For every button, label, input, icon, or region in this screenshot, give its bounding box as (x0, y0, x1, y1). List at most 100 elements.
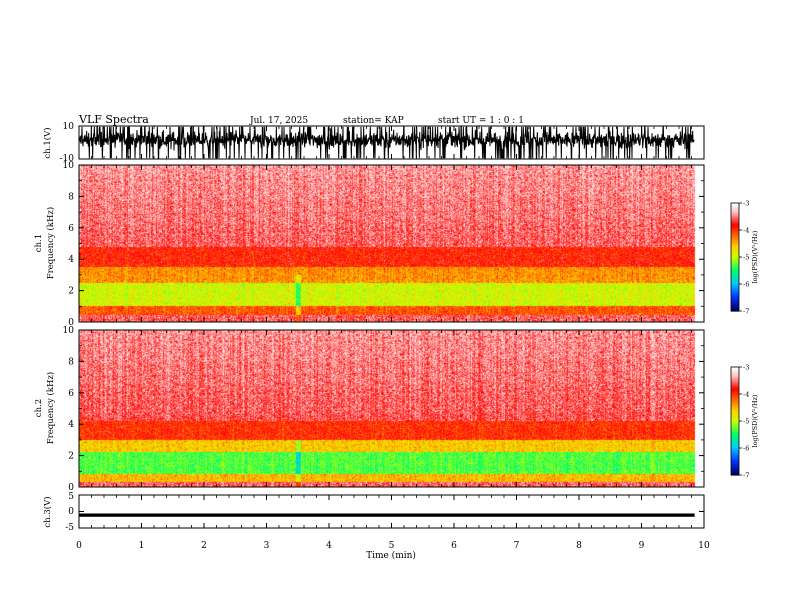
x-tick-label: 0 (76, 541, 82, 551)
colorbar-segment (731, 212, 739, 215)
colorbar-segment (731, 448, 739, 451)
colorbar-segment (731, 467, 739, 471)
ch2-spec-channel-label: ch.2 (34, 399, 44, 417)
ch3-ytick-bottom: -5 (65, 523, 74, 533)
colorbar-segment (731, 217, 739, 220)
x-tick-label: 5 (389, 541, 395, 551)
colorbar-segment (731, 289, 739, 292)
colorbar-segment (731, 401, 739, 404)
colorbar-segment (731, 426, 739, 429)
colorbar-segment (731, 276, 739, 280)
colorbar-segment (731, 260, 739, 263)
colorbar-segment (731, 231, 739, 235)
ch2-colorbar: -3 -4 -5 -6 -7 log(PSD)(V²/Hz) (730, 364, 759, 480)
colorbar-segment (731, 446, 739, 449)
colorbar-segment (731, 417, 739, 420)
colorbar-segment (731, 381, 739, 384)
colorbar-segment (731, 457, 739, 460)
colorbar-segment (731, 258, 739, 262)
colorbar-segment (731, 239, 739, 242)
colorbar-segment (731, 267, 739, 271)
ch1-spec-ylabel: Frequency (kHz) (45, 207, 56, 279)
colorbar-segment (731, 257, 739, 260)
colorbar-segment (731, 469, 739, 472)
y-tick-label: 2 (68, 287, 74, 297)
colorbar-segment (731, 244, 739, 247)
colorbar-segment (731, 464, 739, 467)
ch1-wave-ytick-top: 10 (63, 122, 75, 132)
colorbar-segment (731, 385, 739, 388)
colorbar-segment (731, 404, 739, 408)
colorbar-tick-label: -7 (743, 308, 749, 316)
ch2-spectrogram-image (79, 330, 704, 487)
date-label: Jul. 17, 2025 (249, 116, 308, 126)
x-tick-label: 8 (576, 541, 582, 551)
colorbar-segment (731, 462, 739, 465)
colorbar-segment (731, 282, 739, 285)
colorbar-segment (731, 300, 739, 303)
colorbar-segment (731, 271, 739, 274)
colorbar-segment (731, 285, 739, 289)
ch2-spec-ylabel: Frequency (kHz) (45, 372, 56, 444)
x-tick-label: 2 (201, 541, 207, 551)
colorbar-segment (731, 408, 739, 411)
colorbar-segment (731, 305, 739, 308)
colorbar-segment (731, 449, 739, 453)
colorbar-segment (731, 280, 739, 283)
colorbar-segment (731, 458, 739, 462)
colorbar-segment (731, 309, 739, 312)
colorbar-segment (731, 368, 739, 372)
colorbar-tick-label: -6 (743, 281, 749, 289)
colorbar-segment (731, 386, 739, 390)
colorbar-segment (731, 298, 739, 301)
y-tick-label: 0 (68, 483, 74, 493)
colorbar-segment (731, 233, 739, 236)
x-tick-label: 10 (698, 541, 710, 551)
colorbar-segment (731, 296, 739, 299)
ch1-spectrogram-panel: 0 2 4 6 8 10 ch.1 Frequency (kHz) (34, 161, 705, 328)
colorbar-segment (731, 460, 739, 463)
ch1-wave-ytick-bottom: -10 (60, 154, 75, 164)
colorbar-segment (731, 248, 739, 251)
colorbar-tick-label: -5 (743, 254, 749, 262)
colorbar-tick-label: -5 (743, 418, 749, 426)
x-tick-label: 4 (326, 541, 332, 551)
colorbar-segment (731, 266, 739, 269)
y-tick-label: 2 (68, 452, 74, 462)
x-tick-label: 7 (514, 541, 520, 551)
colorbar-segment (731, 435, 739, 438)
colorbar-segment (731, 206, 739, 209)
colorbar-segment (731, 431, 739, 435)
x-axis-label: Time (min) (366, 550, 416, 561)
colorbar-tick-label: -4 (743, 391, 749, 399)
colorbar-segment (731, 237, 739, 240)
colorbar-segment (731, 451, 739, 454)
ch1-spec-channel-label: ch.1 (34, 234, 44, 252)
colorbar-segment (731, 219, 739, 222)
y-tick-label: 4 (68, 420, 74, 430)
colorbar-segment (731, 240, 739, 244)
ch3-ylabel: ch.3(V) (42, 496, 53, 527)
colorbar-segment (731, 221, 739, 224)
colorbar-segment (731, 455, 739, 458)
colorbar-segment (731, 235, 739, 238)
colorbar-segment (731, 367, 739, 370)
colorbar-segment (731, 383, 739, 386)
colorbar-segment (731, 439, 739, 442)
colorbar-segment (731, 230, 739, 233)
colorbar-segment (731, 473, 739, 476)
colorbar-segment (731, 204, 739, 208)
y-tick-label: 10 (63, 161, 75, 171)
colorbar-segment (731, 213, 739, 217)
colorbar-segment (731, 444, 739, 447)
x-tick-label: 3 (264, 541, 270, 551)
colorbar-segment (731, 471, 739, 474)
x-tick-label: 1 (139, 541, 145, 551)
colorbar-segment (731, 403, 739, 406)
colorbar-segment (731, 422, 739, 426)
y-tick-label: 4 (68, 255, 74, 265)
colorbar-segment (731, 210, 739, 213)
colorbar-segment (731, 273, 739, 276)
start-time-label: start UT = 1 : 0 : 1 (438, 116, 524, 126)
colorbar-segment (731, 275, 739, 278)
